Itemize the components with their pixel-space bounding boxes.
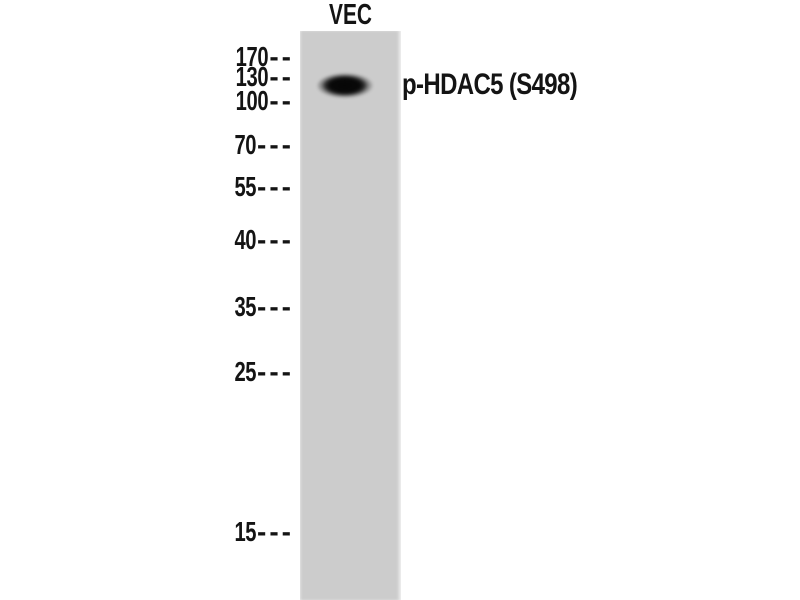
marker-55: 55 ---: [226, 173, 294, 201]
band-label: p-HDAC5 (S498): [402, 68, 578, 101]
marker-label: 100: [235, 85, 269, 116]
marker-tick-marks: ---: [257, 516, 294, 547]
marker-tick-marks: ---: [257, 356, 294, 387]
marker-tick-marks: --: [269, 61, 294, 92]
marker-label: 55: [234, 171, 257, 202]
gel-lane: [300, 31, 401, 600]
marker-170: 170 --: [223, 43, 294, 71]
marker-25: 25 ---: [226, 358, 294, 386]
lane-label: VEC: [329, 0, 372, 31]
marker-label: 25: [234, 356, 257, 387]
marker-40: 40 ---: [226, 226, 294, 254]
marker-label: 130: [235, 61, 269, 92]
marker-100: 100 --: [223, 87, 294, 115]
marker-tick-marks: ---: [257, 291, 294, 322]
marker-15: 15 ---: [226, 518, 294, 546]
marker-70: 70 ---: [226, 131, 294, 159]
marker-label: 70: [234, 129, 257, 160]
marker-label: 40: [234, 224, 257, 255]
marker-tick-marks: --: [269, 85, 294, 116]
marker-label: 35: [234, 291, 257, 322]
marker-label: 15: [234, 516, 257, 547]
marker-tick-marks: ---: [257, 224, 294, 255]
marker-tick-marks: --: [269, 41, 294, 72]
marker-tick-marks: ---: [257, 171, 294, 202]
marker-35: 35 ---: [226, 293, 294, 321]
protein-band: [317, 73, 375, 99]
marker-label: 170: [235, 41, 269, 72]
marker-tick-marks: ---: [257, 129, 294, 160]
marker-130: 130 --: [223, 63, 294, 91]
